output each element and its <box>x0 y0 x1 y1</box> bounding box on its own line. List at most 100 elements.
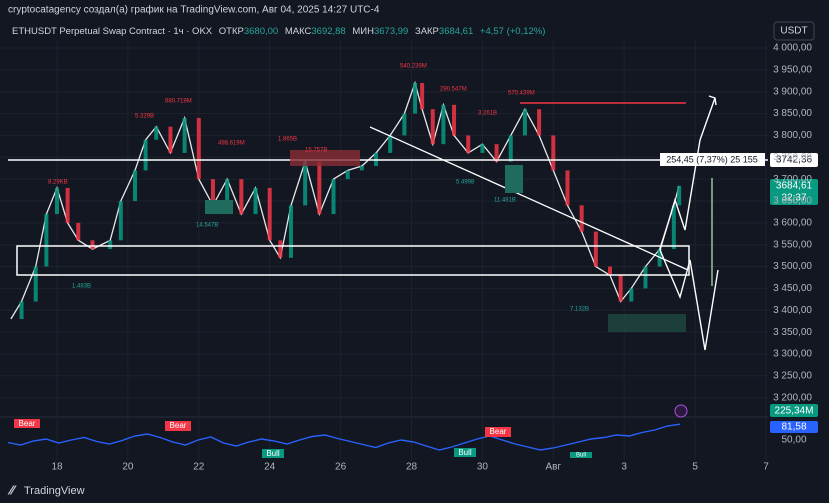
signal: Bull <box>458 448 472 457</box>
candle <box>643 266 648 289</box>
low-label: МИН <box>352 26 374 37</box>
candle <box>154 126 159 140</box>
annotation: 15.757B <box>305 148 327 154</box>
candle <box>413 82 418 114</box>
candle <box>44 214 49 267</box>
signal-badge <box>485 427 511 437</box>
x-tick-label: 18 <box>51 462 63 473</box>
candle <box>494 144 499 162</box>
y-tick-label: 3 550,00 <box>773 239 812 250</box>
range-box <box>16 245 690 276</box>
demand-zone <box>205 200 233 214</box>
annotation: 1.865B <box>278 137 297 143</box>
x-tick-label: 5 <box>692 462 698 473</box>
signal-badge <box>454 448 476 457</box>
candle <box>196 117 201 180</box>
x-tick-label: 30 <box>477 462 489 473</box>
last-price: 3742,36 <box>776 155 813 166</box>
symbol: ETHUSDT Perpetual Swap Contract · 1ч · O… <box>12 26 213 37</box>
candle <box>143 139 148 171</box>
annotation: 14.547B <box>196 223 218 229</box>
candle <box>210 179 215 206</box>
y-tick-label: 3 500,00 <box>773 261 812 272</box>
candle <box>331 179 336 215</box>
x-tick-label: 26 <box>335 462 347 473</box>
y-tick-label: 3 950,00 <box>773 64 812 75</box>
currency-button[interactable] <box>773 21 815 41</box>
y-tick-label: 3 900,00 <box>773 86 812 97</box>
x-tick-label: Авг <box>545 462 561 473</box>
candle <box>671 205 676 250</box>
price-badge <box>770 153 818 167</box>
candle <box>359 166 364 171</box>
open-label: ОТКР <box>219 26 244 37</box>
y-tick-label: 3 650,00 <box>773 196 812 207</box>
candle <box>420 82 425 110</box>
candle <box>288 205 293 258</box>
y-tick-label: 3 350,00 <box>773 327 812 338</box>
candle <box>522 109 527 136</box>
x-tick-label: 22 <box>193 462 205 473</box>
x-tick-label: 28 <box>406 462 418 473</box>
x-tick-label: 24 <box>264 462 276 473</box>
y-tick-label: 3 400,00 <box>773 305 812 316</box>
annotation: 5.329B <box>135 114 154 120</box>
candle <box>55 187 59 215</box>
candle <box>537 109 542 136</box>
signal-badge <box>262 449 284 458</box>
x-tick-label: 7 <box>763 462 769 473</box>
osc-value: 81,58 <box>781 422 806 433</box>
y-tick-label: 3 200,00 <box>773 392 812 403</box>
close: 3684,61 <box>439 26 473 37</box>
measure: 254,45 (7,37%) 25 155 <box>666 154 758 164</box>
candle <box>19 301 24 320</box>
y-tick-label: 3 600,00 <box>773 217 812 228</box>
candle <box>551 135 556 171</box>
timer: 32:37 <box>781 193 806 204</box>
logo-mark: ⁄⁄ <box>7 482 17 497</box>
brand: TradingView <box>24 485 85 497</box>
y-tick-label: 3 850,00 <box>773 108 812 119</box>
candle <box>508 135 513 162</box>
alert-icon[interactable] <box>674 404 688 418</box>
signal: Bear <box>19 419 36 428</box>
signal-badge <box>570 452 592 458</box>
plot <box>0 40 768 460</box>
signal-badge <box>14 419 40 428</box>
candle <box>388 135 393 153</box>
price-badge <box>770 179 818 205</box>
high: 3692,88 <box>311 26 345 37</box>
osc-level: 50,00 <box>781 435 806 446</box>
candle <box>118 200 123 241</box>
annotation: 11.481B <box>494 198 516 204</box>
annotation: 7.132B <box>570 307 589 313</box>
signal: Bear <box>170 421 187 430</box>
candle <box>402 113 407 136</box>
signal: Bull <box>576 453 586 459</box>
annotation: 570.439M <box>508 91 535 97</box>
low: 3673,99 <box>374 26 408 37</box>
projection-up <box>659 97 716 251</box>
annotation: 880.719M <box>165 99 192 105</box>
annotation: 3.261B <box>478 111 497 117</box>
signal: Bear <box>490 427 507 436</box>
candle <box>629 288 634 302</box>
y-tick-label: 3 800,00 <box>773 130 812 141</box>
measure-badge <box>660 153 765 166</box>
candle <box>225 179 230 206</box>
currency[interactable]: USDT <box>780 26 807 37</box>
candle <box>65 187 70 223</box>
candle <box>579 205 584 232</box>
annotation: 5.4998 <box>456 180 475 186</box>
signal: Bull <box>266 449 280 458</box>
candle <box>565 170 570 206</box>
candle <box>430 109 435 145</box>
candle <box>108 240 113 250</box>
candle <box>677 185 682 206</box>
annotation: 8.29KB <box>48 180 68 186</box>
candle <box>593 231 598 267</box>
candle <box>452 104 457 136</box>
y-tick-label: 3 700,00 <box>773 174 812 185</box>
